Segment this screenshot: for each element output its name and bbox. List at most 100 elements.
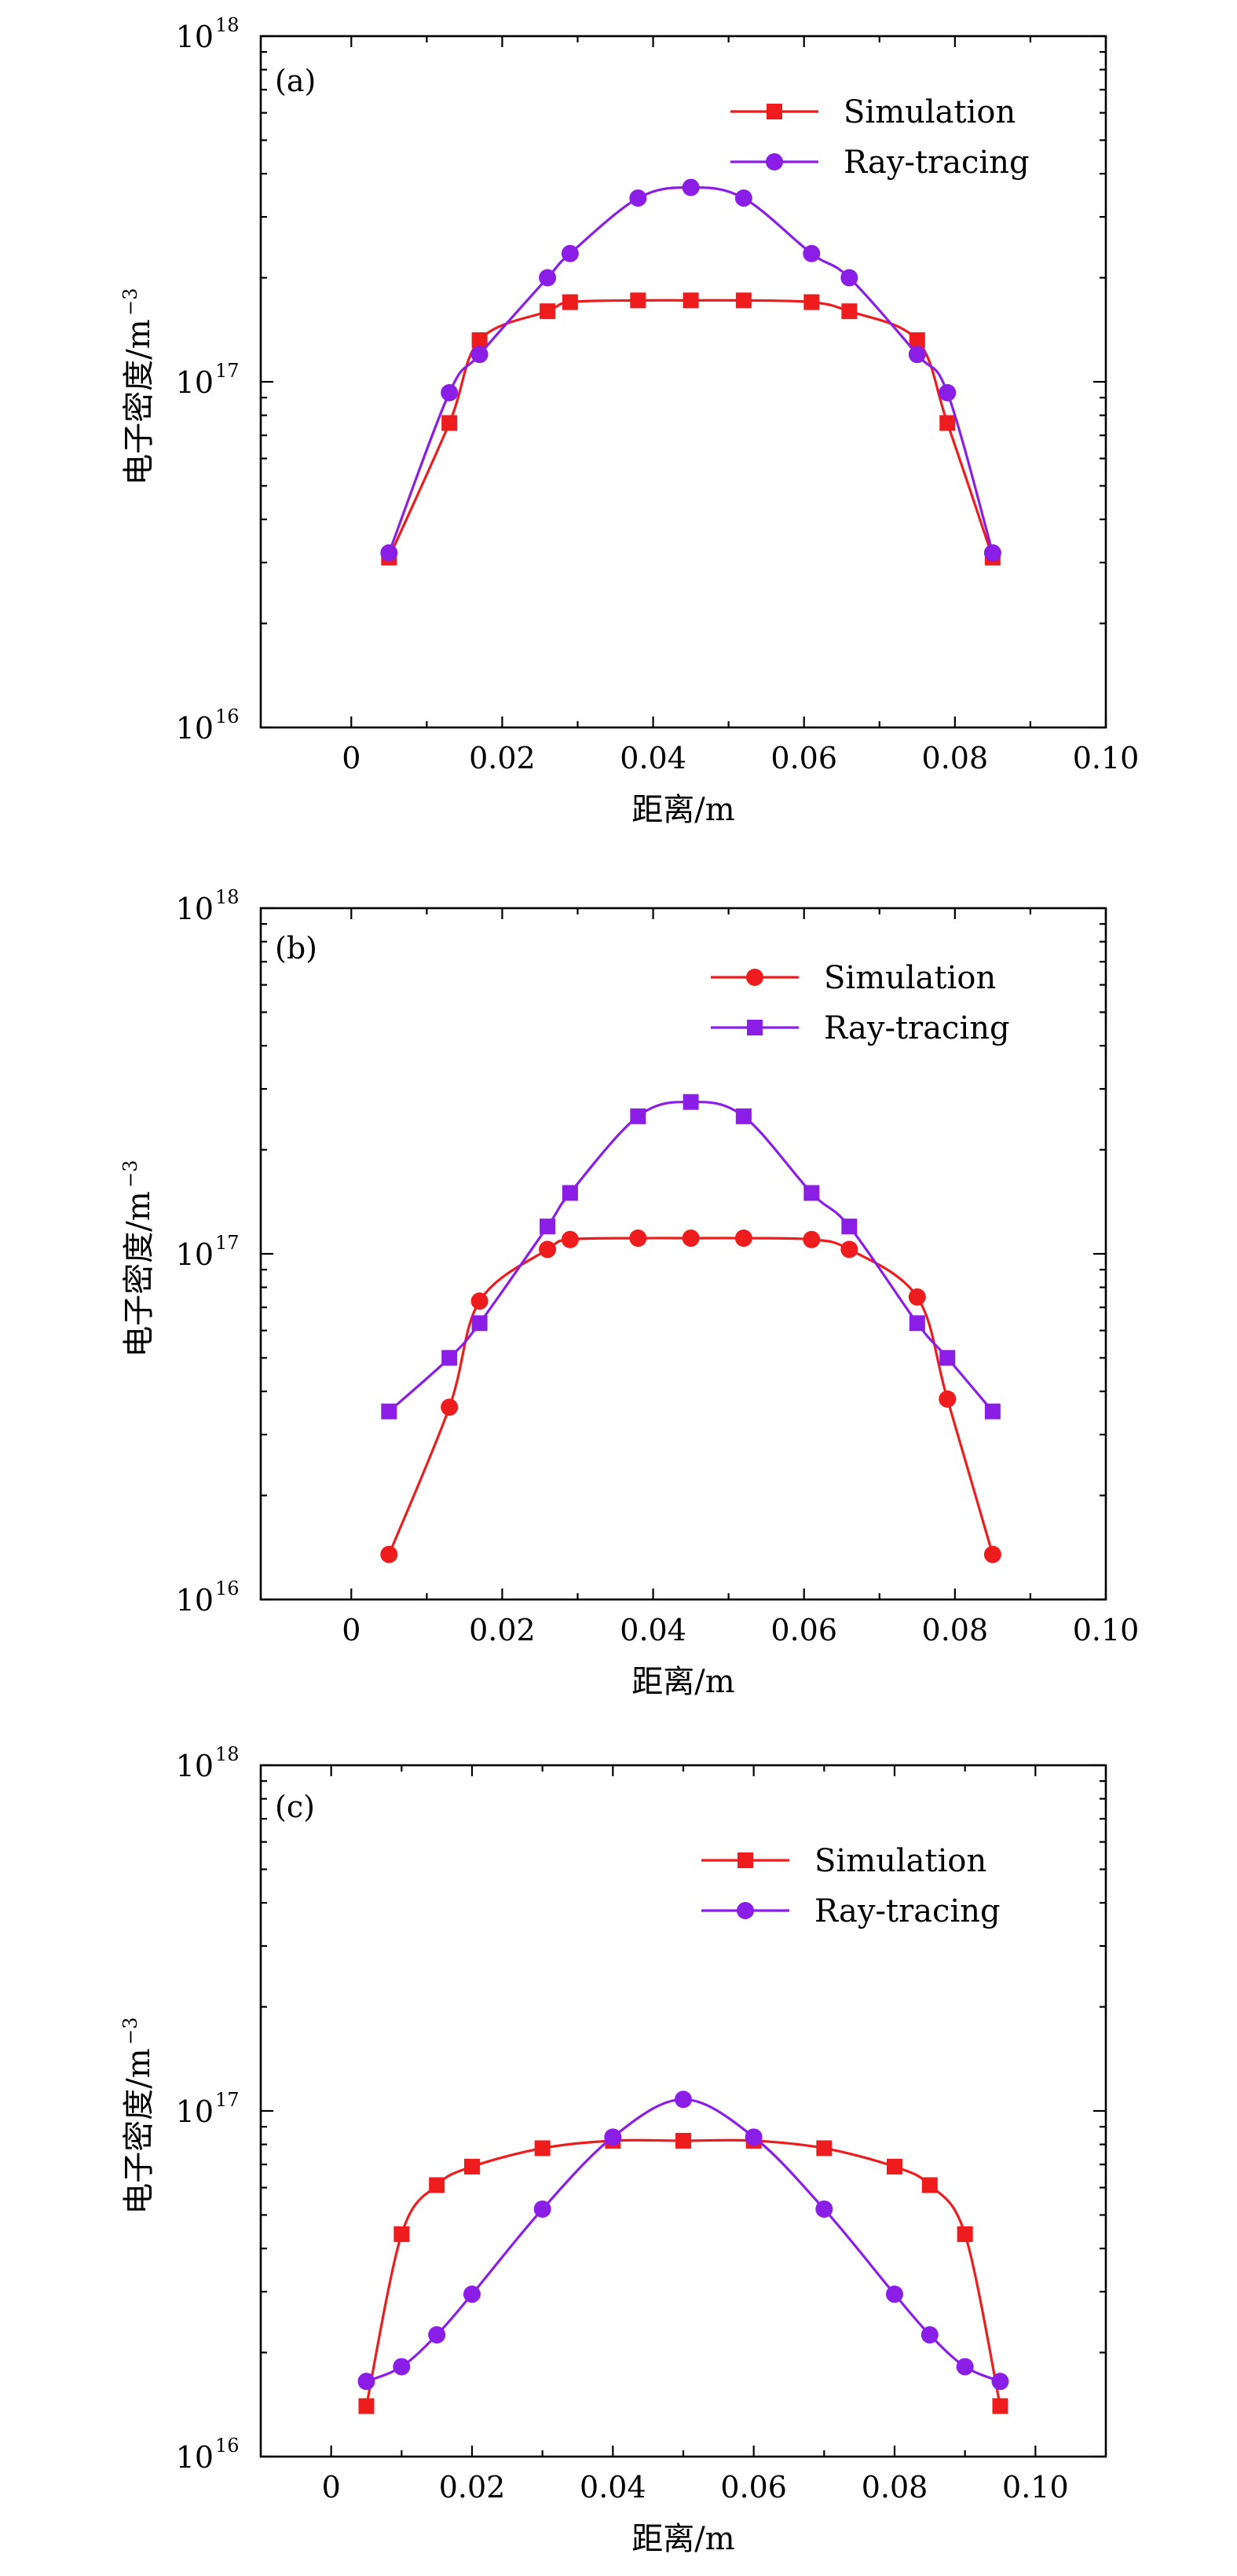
data-point: [675, 2090, 692, 2109]
legend-entry: Ray-tracing: [730, 145, 1030, 181]
x-axis-title: 距离/m: [631, 1664, 734, 1700]
y-axis-title-group: 电子密度/m −3: [119, 2017, 157, 2215]
legend-label: Simulation: [814, 1843, 986, 1879]
y-tick-base: 10: [176, 1583, 214, 1618]
y-axis-title-exponent: −3: [119, 1160, 141, 1188]
data-point: [815, 2200, 833, 2218]
x-tick-label: 0.06: [770, 741, 837, 775]
legend-marker: [737, 1852, 753, 1868]
y-tick-base: 10: [176, 20, 214, 54]
data-point: [840, 269, 858, 287]
y-tick-exponent: 18: [215, 886, 240, 908]
series-simulation: [380, 1229, 1001, 1563]
legend-label: Simulation: [844, 94, 1016, 130]
y-tick-base: 10: [176, 2094, 214, 2129]
data-point: [939, 415, 956, 431]
x-tick-label: 0.08: [922, 1613, 989, 1647]
data-point: [939, 1350, 956, 1366]
legend-marker: [747, 1020, 763, 1035]
x-tick-label: 0: [322, 2470, 341, 2505]
data-point: [562, 294, 578, 310]
data-point: [983, 1545, 1001, 1563]
data-point: [983, 544, 1001, 562]
x-tick-label: 0.04: [580, 2470, 646, 2505]
x-tick-label: 0.04: [620, 1613, 686, 1647]
data-point: [683, 292, 699, 309]
data-point: [533, 2200, 551, 2218]
panel-label: (b): [275, 931, 317, 966]
series-line: [387, 1237, 994, 1556]
y-tick-label: 10: [176, 711, 214, 746]
y-axis-title-group: 电子密度/m −3: [119, 288, 157, 486]
x-tick-label: 0.02: [439, 2470, 506, 2505]
data-point: [816, 2140, 833, 2156]
data-point: [939, 383, 957, 401]
data-point: [841, 1218, 858, 1235]
y-tick-label: 10: [176, 1749, 214, 1783]
data-point: [629, 189, 647, 207]
y-tick-exponent: 17: [215, 360, 240, 382]
y-axis-title-group: 电子密度/m −3: [119, 1160, 157, 1358]
data-point: [908, 346, 926, 364]
data-point: [841, 303, 858, 320]
data-point: [604, 2128, 622, 2146]
data-point: [540, 303, 556, 320]
series-ray-tracing: [357, 2090, 1009, 2391]
data-point: [441, 1398, 459, 1416]
data-point: [735, 292, 752, 309]
legend-marker: [766, 153, 783, 170]
data-point: [534, 2140, 551, 2156]
data-point: [393, 2226, 410, 2242]
y-tick-exponent: 16: [215, 705, 240, 727]
legend-label: Simulation: [824, 960, 996, 996]
x-tick-label: 0.06: [720, 2470, 787, 2505]
panel-label: (c): [275, 1790, 315, 1824]
data-point: [441, 383, 459, 401]
data-point: [803, 244, 821, 262]
y-tick-label: 10: [176, 1237, 214, 1272]
series-ray-tracing: [381, 1094, 1001, 1420]
x-tick-label: 0.02: [469, 741, 536, 775]
x-tick-label: 0.06: [770, 1613, 837, 1647]
plot-frame: [259, 35, 1107, 729]
legend-entry: Ray-tracing: [711, 1010, 1010, 1046]
data-point: [734, 189, 752, 207]
series-line: [387, 1101, 994, 1413]
data-point: [909, 1315, 925, 1332]
data-point: [939, 1390, 957, 1408]
legend-entry: Simulation: [701, 1843, 986, 1879]
y-tick-label: 10: [176, 2094, 214, 2129]
legend-entry: Ray-tracing: [701, 1893, 1001, 1929]
data-point: [562, 1185, 578, 1201]
data-point: [745, 2128, 763, 2146]
y-tick-label: 10: [176, 365, 214, 400]
data-point: [957, 2226, 973, 2242]
y-axis-title-exponent: −3: [119, 2017, 141, 2045]
data-point: [539, 269, 557, 287]
data-point: [630, 1108, 646, 1124]
data-point: [357, 2373, 375, 2391]
x-tick-label: 0.04: [620, 741, 686, 775]
x-tick-label: 0.10: [1073, 741, 1140, 775]
data-point: [887, 2158, 902, 2175]
legend-label: Ray-tracing: [844, 145, 1030, 181]
data-point: [682, 178, 700, 196]
x-tick-label: 0.02: [469, 1613, 536, 1647]
y-tick-exponent: 18: [215, 14, 240, 36]
x-tick-label: 0.10: [1073, 1613, 1140, 1647]
x-axis-title: 距离/m: [631, 2521, 734, 2557]
y-tick-base: 10: [176, 1749, 214, 1783]
data-point: [441, 415, 458, 431]
data-point: [380, 1545, 398, 1563]
legend-label: Ray-tracing: [824, 1010, 1010, 1046]
data-point: [735, 1108, 752, 1124]
data-point: [629, 1229, 647, 1248]
data-point: [358, 2398, 375, 2414]
series-simulation: [358, 2132, 1008, 2414]
y-axis-title: 电子密度/m: [121, 1191, 157, 1357]
data-point: [992, 2398, 1008, 2414]
